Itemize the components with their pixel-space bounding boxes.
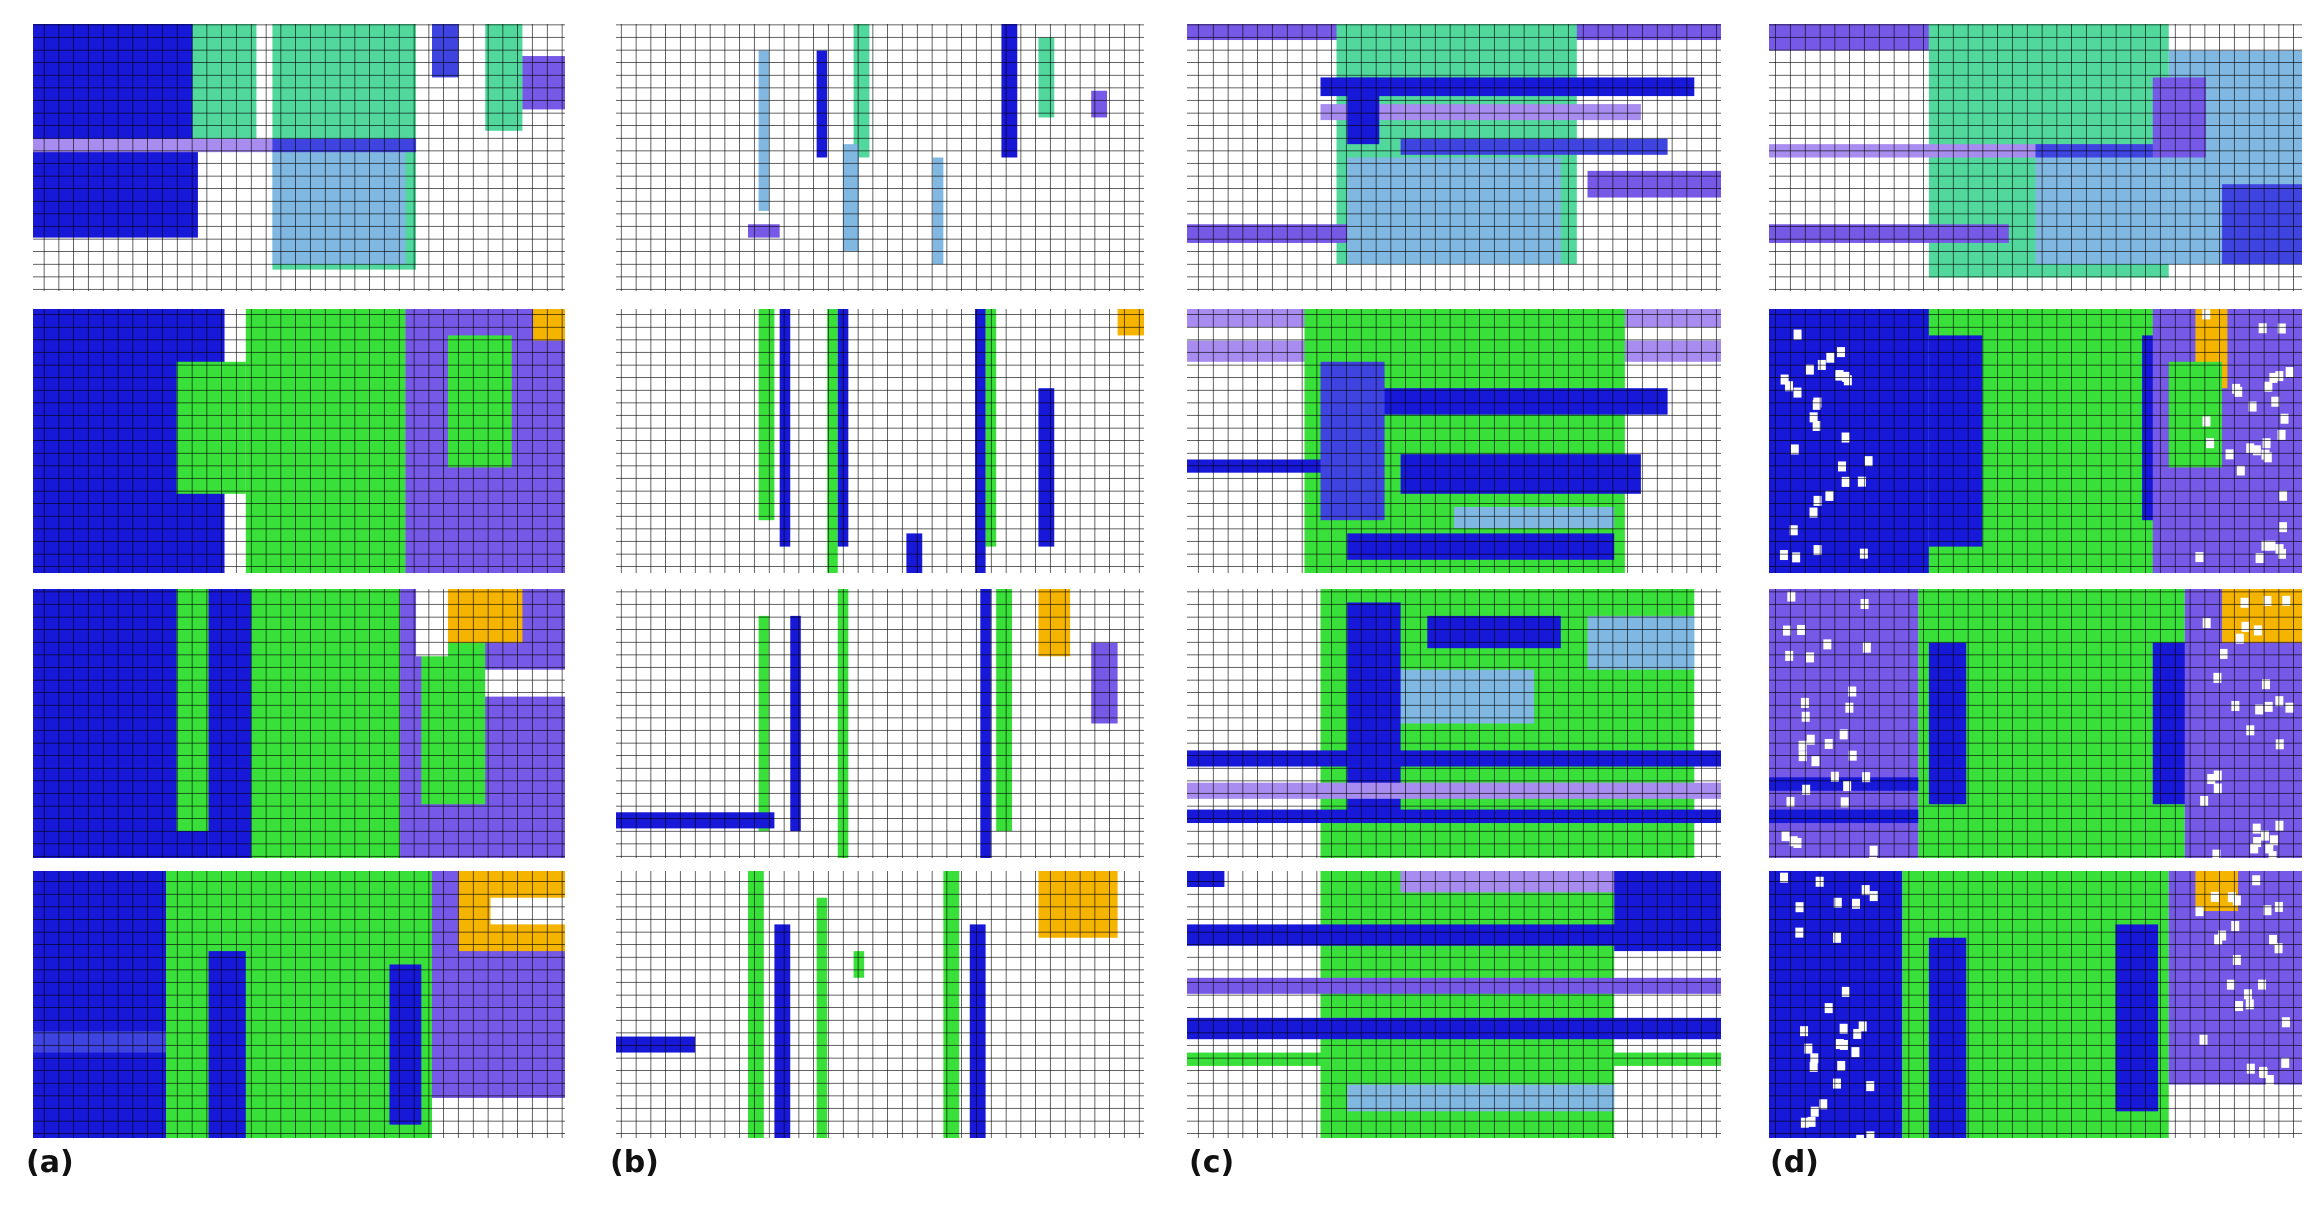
grid-overlay xyxy=(616,24,1144,291)
grid-overlay xyxy=(1769,871,2302,1138)
grid-overlay xyxy=(1769,309,2302,573)
panel-label: (a) xyxy=(26,1145,74,1180)
grid-overlay xyxy=(1769,24,2302,291)
panel-label: (d) xyxy=(1770,1145,1819,1180)
heat-dot xyxy=(1868,856,1877,867)
grid-overlay xyxy=(1187,871,1721,1138)
panel-label: (b) xyxy=(610,1145,659,1180)
grid-overlay xyxy=(33,309,565,573)
grid-overlay xyxy=(1187,24,1721,291)
grid-overlay xyxy=(33,24,565,291)
grid-overlay xyxy=(616,589,1144,858)
grid-overlay xyxy=(616,309,1144,573)
grid-overlay xyxy=(1187,589,1721,858)
grid-overlay xyxy=(616,871,1144,1138)
grid-overlay xyxy=(1187,309,1721,573)
grid-overlay xyxy=(1769,589,2302,858)
heat-dot xyxy=(1856,1134,1865,1145)
grid-overlay xyxy=(33,871,565,1138)
grid-overlay xyxy=(33,589,565,858)
panel-label: (c) xyxy=(1189,1145,1234,1180)
